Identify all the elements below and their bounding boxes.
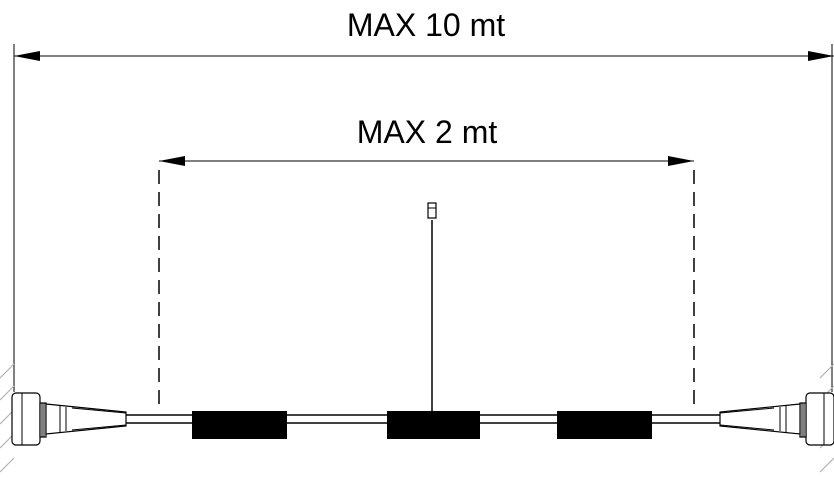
inner-dimension-label: MAX 2 mt — [357, 114, 498, 150]
right-wall-plate — [805, 392, 834, 446]
overall-dimension-label: MAX 10 mt — [347, 7, 505, 43]
left-wall-plate — [11, 392, 41, 446]
right-end-anchor — [719, 392, 834, 446]
overall-arrow-left — [14, 51, 40, 61]
inner-dimension: MAX 2 mt — [158, 114, 695, 412]
cable-segment-right — [557, 411, 652, 439]
center-hanger — [427, 202, 437, 411]
right-tensioner-icon — [719, 403, 801, 435]
left-end-anchor — [11, 392, 127, 446]
cable-segment-left — [192, 411, 287, 439]
overall-arrow-right — [808, 51, 834, 61]
hanger-clip-icon — [427, 202, 437, 219]
left-tensioner-icon — [45, 403, 127, 435]
cable-segment-center — [387, 411, 480, 439]
inner-arrow-left — [159, 156, 185, 166]
inner-arrow-right — [668, 156, 694, 166]
overall-dimension: MAX 10 mt — [13, 7, 834, 392]
